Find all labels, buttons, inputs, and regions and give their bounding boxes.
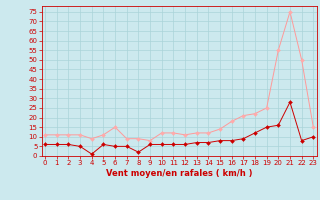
X-axis label: Vent moyen/en rafales ( km/h ): Vent moyen/en rafales ( km/h ) bbox=[106, 169, 252, 178]
